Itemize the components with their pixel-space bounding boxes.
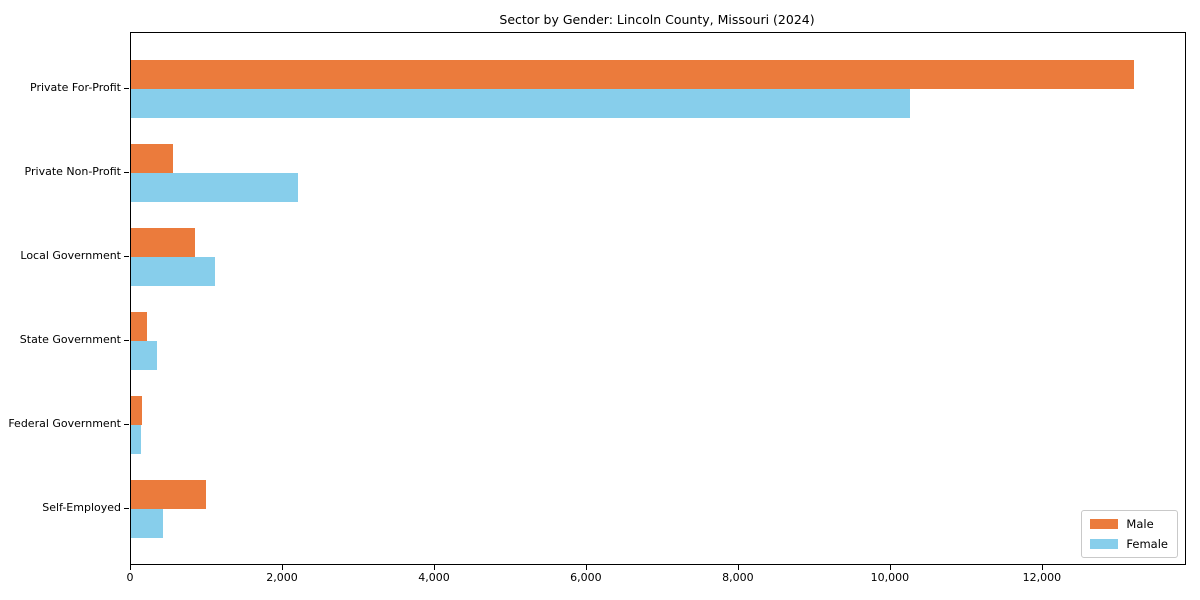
female-bar (131, 89, 910, 118)
y-tick-mark (124, 88, 129, 89)
male-bar (131, 480, 206, 509)
y-tick-label: Private Non-Profit (24, 165, 121, 178)
x-tick-mark (1041, 565, 1043, 570)
legend-label-male: Male (1126, 517, 1154, 531)
x-tick-mark (130, 565, 131, 570)
x-tick-mark (737, 565, 739, 570)
female-bar (131, 173, 299, 202)
female-bar (131, 257, 215, 286)
plot-area: Male Female (130, 32, 1186, 565)
x-tick-label: 8,000 (722, 571, 754, 584)
y-tick-label: State Government (19, 333, 121, 346)
x-tick-label: 0 (126, 571, 134, 584)
y-tick-mark (124, 424, 129, 425)
x-tick-label: 6,000 (570, 571, 602, 584)
legend-swatch-male (1090, 519, 1119, 529)
y-tick-mark (124, 508, 129, 509)
x-tick-label: 10,000 (870, 571, 910, 584)
male-bar (131, 312, 147, 341)
x-tick-label: 12,000 (1022, 571, 1062, 584)
x-tick-label: 4,000 (418, 571, 450, 584)
x-tick-mark (282, 565, 283, 570)
x-tick-mark (434, 565, 435, 570)
y-tick-label: Federal Government (8, 417, 121, 430)
legend: Male Female (1081, 510, 1178, 558)
x-tick-label: 2,000 (266, 571, 298, 584)
female-bar (131, 425, 141, 454)
y-tick-label: Self-Employed (42, 501, 121, 514)
legend-row-female: Female (1090, 537, 1168, 551)
y-tick-mark (124, 256, 129, 257)
female-bar (131, 509, 163, 538)
legend-swatch-female (1090, 539, 1119, 549)
y-tick-mark (124, 172, 129, 173)
x-tick-mark (585, 565, 587, 570)
male-bar (131, 60, 1135, 89)
male-bar (131, 228, 195, 257)
y-tick-mark (124, 340, 129, 341)
female-bar (131, 341, 157, 370)
male-bar (131, 396, 143, 425)
x-tick-mark (889, 565, 891, 570)
legend-label-female: Female (1126, 537, 1168, 551)
legend-row-male: Male (1090, 517, 1168, 531)
y-tick-label: Local Government (20, 249, 121, 262)
male-bar (131, 144, 173, 173)
y-tick-label: Private For-Profit (30, 81, 121, 94)
chart-title: Sector by Gender: Lincoln County, Missou… (499, 12, 815, 27)
